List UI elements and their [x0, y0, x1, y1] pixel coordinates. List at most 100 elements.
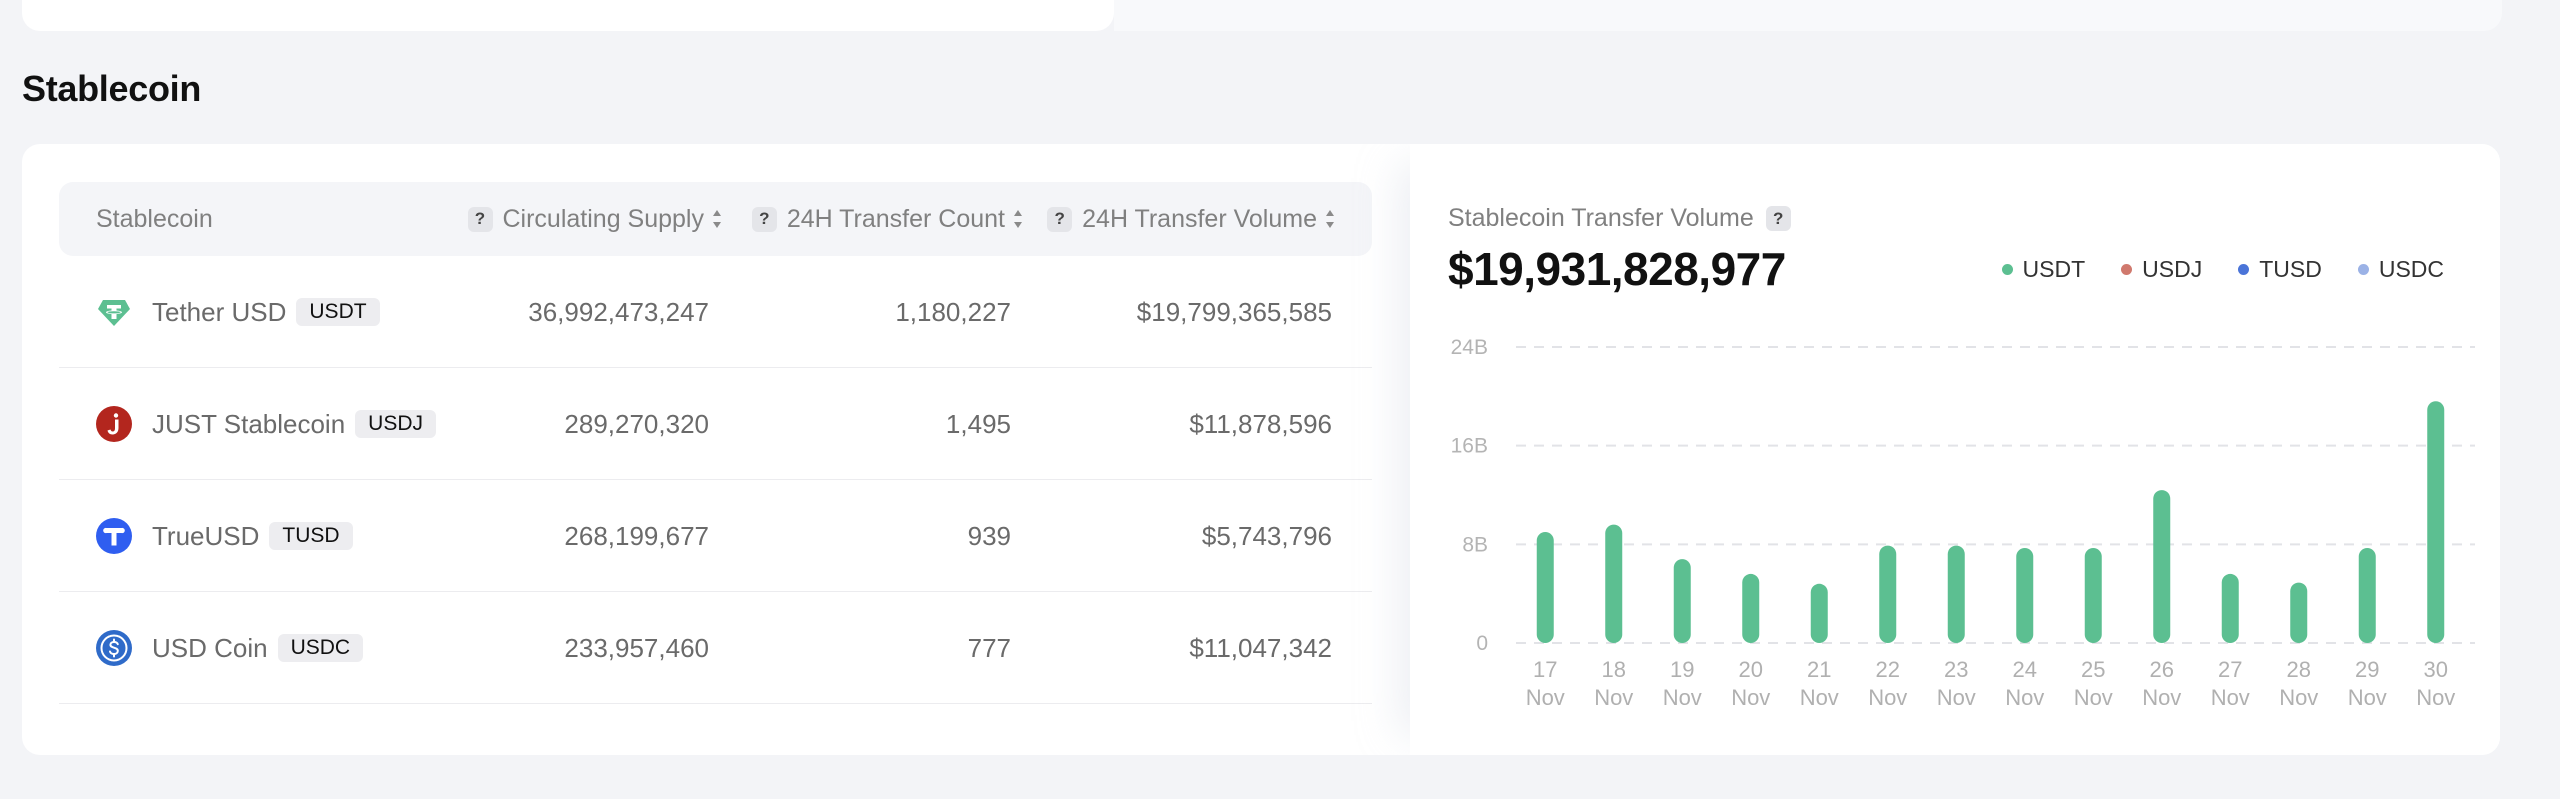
x-tick-label: Nov: [1663, 685, 1702, 710]
x-tick-label: 30: [2424, 657, 2448, 682]
chart-bar: [2358, 548, 2376, 643]
chart-bar: [2221, 573, 2239, 643]
ticker-badge: USDC: [277, 634, 364, 662]
legend-item-tusd[interactable]: TUSD: [2238, 256, 2322, 283]
legend-item-usdc[interactable]: USDC: [2357, 256, 2444, 283]
legend-dot: [2357, 264, 2369, 275]
chart-title-label: Stablecoin Transfer Volume: [1448, 204, 1754, 232]
x-tick-label: Nov: [2142, 685, 2181, 710]
chart-bar: [1810, 583, 1828, 643]
legend-dot: [2121, 264, 2133, 275]
y-tick-label: 0: [1476, 632, 1488, 655]
header-stablecoin: Stablecoin: [96, 204, 213, 233]
circulating-supply-value: 233,957,460: [564, 632, 709, 663]
header-label: Circulating Supply: [502, 204, 705, 233]
transfer-count-value: 939: [967, 520, 1011, 551]
chart-bar: [2427, 401, 2445, 643]
table-header: Stablecoin ? Circulating Supply ? 24H Tr…: [59, 182, 1372, 256]
sort-icon[interactable]: [712, 208, 722, 230]
sort-icon[interactable]: [1013, 208, 1023, 230]
chart-bar: [1742, 573, 1760, 643]
x-tick-label: Nov: [2211, 685, 2250, 710]
header-circulating-supply[interactable]: ? Circulating Supply: [467, 182, 723, 256]
coin-name[interactable]: JUST Stablecoin: [152, 408, 346, 439]
x-tick-label: 24: [2013, 657, 2037, 682]
x-tick-label: Nov: [1526, 685, 1565, 710]
chart-bar: [1947, 545, 1965, 643]
legend-dot: [2001, 264, 2013, 275]
help-icon[interactable]: ?: [1047, 206, 1073, 232]
just-stablecoin-icon: [96, 406, 132, 442]
legend-label: TUSD: [2259, 256, 2322, 282]
sort-icon[interactable]: [1325, 208, 1335, 230]
x-tick-label: 22: [1876, 657, 1900, 682]
x-tick-label: Nov: [1800, 685, 1839, 710]
help-icon[interactable]: ?: [467, 206, 493, 232]
stablecoin-cell[interactable]: JUST Stablecoin USDJ: [96, 368, 437, 480]
chart-bar: [1879, 545, 1897, 643]
x-tick-label: 26: [2150, 657, 2174, 682]
coin-name[interactable]: TrueUSD: [152, 520, 260, 551]
table-row[interactable]: TrueUSD TUSD 268,199,677 939 $5,743,796: [59, 480, 1372, 592]
chart-bar: [1605, 524, 1623, 643]
tether-icon: [98, 300, 130, 326]
chart-legend: USDT USDJ TUSD USDC: [2001, 256, 2444, 283]
header-transfer-volume[interactable]: ? 24H Transfer Volume: [1047, 182, 1335, 256]
x-tick-label: Nov: [2074, 685, 2113, 710]
usd-coin-icon: [96, 630, 132, 666]
previous-card-left: [22, 0, 1114, 31]
table-row[interactable]: JUST Stablecoin USDJ 289,270,320 1,495 $…: [59, 368, 1372, 480]
x-tick-label: Nov: [1594, 685, 1633, 710]
circulating-supply-value: 268,199,677: [564, 520, 709, 551]
x-tick-label: 27: [2218, 657, 2242, 682]
x-tick-label: Nov: [1868, 685, 1907, 710]
transfer-volume-chart: 0 8B 16B 24B 17 Nov 18 Nov 19 Nov 20 Nov 21 Nov 22 Nov 2…: [1451, 336, 2475, 710]
legend-item-usdt[interactable]: USDT: [2001, 256, 2086, 283]
y-tick-label: 24B: [1451, 336, 1488, 359]
x-tick-label: Nov: [1937, 685, 1976, 710]
header-transfer-count[interactable]: ? 24H Transfer Count: [751, 182, 1023, 256]
legend-label: USDT: [2022, 256, 2086, 282]
legend-label: USDJ: [2142, 256, 2203, 282]
legend-item-usdj[interactable]: USDJ: [2121, 256, 2202, 283]
stablecoin-cell[interactable]: Tether USD USDT: [96, 256, 380, 368]
legend-dot: [2238, 264, 2250, 275]
chart-bar: [2016, 548, 2034, 643]
circulating-supply-value: 36,992,473,247: [528, 296, 709, 327]
legend-label: USDC: [2378, 256, 2444, 282]
ticker-badge: TUSD: [269, 522, 353, 550]
chart-bar: [2290, 582, 2308, 643]
help-icon[interactable]: ?: [751, 206, 777, 232]
transfer-count-value: 1,180,227: [895, 296, 1011, 327]
stablecoin-cell[interactable]: USD Coin USDC: [96, 592, 364, 704]
section-title: Stablecoin: [22, 68, 202, 109]
transfer-volume-value: $5,743,796: [1201, 520, 1332, 551]
x-tick-label: 29: [2355, 657, 2379, 682]
x-tick-label: Nov: [2279, 685, 2318, 710]
transfer-volume-value: $11,047,342: [1189, 632, 1332, 663]
previous-card-right: [1114, 0, 2502, 31]
x-tick-label: Nov: [2348, 685, 2387, 710]
stablecoin-table: Stablecoin ? Circulating Supply ? 24H Tr…: [59, 182, 1372, 704]
chart-title: Stablecoin Transfer Volume ?: [1448, 204, 1791, 233]
x-tick-label: 17: [1533, 657, 1557, 682]
chart-bar: [2084, 548, 2102, 643]
stablecoin-cell[interactable]: TrueUSD TUSD: [96, 480, 353, 592]
coin-name[interactable]: USD Coin: [152, 632, 268, 663]
chart-bar: [1673, 559, 1691, 643]
x-tick-label: 25: [2081, 657, 2105, 682]
transfer-count-value: 777: [967, 632, 1011, 663]
circulating-supply-value: 289,270,320: [564, 408, 709, 439]
coin-name[interactable]: Tether USD: [152, 296, 287, 327]
table-row[interactable]: Tether USD USDT 36,992,473,247 1,180,227…: [59, 256, 1372, 368]
stablecoin-card: Stablecoin ? Circulating Supply ? 24H Tr…: [22, 144, 2500, 755]
help-icon[interactable]: ?: [1765, 206, 1791, 231]
header-label: 24H Transfer Count: [786, 204, 1005, 233]
table-row[interactable]: USD Coin USDC 233,957,460 777 $11,047,34…: [59, 592, 1372, 704]
transfer-count-value: 1,495: [945, 408, 1011, 439]
chart-bar: [1536, 532, 1554, 643]
ticker-badge: USDT: [296, 298, 380, 326]
x-tick-label: 23: [1944, 657, 1968, 682]
trueusd-icon: [96, 518, 132, 554]
chart-bar: [2153, 490, 2171, 643]
